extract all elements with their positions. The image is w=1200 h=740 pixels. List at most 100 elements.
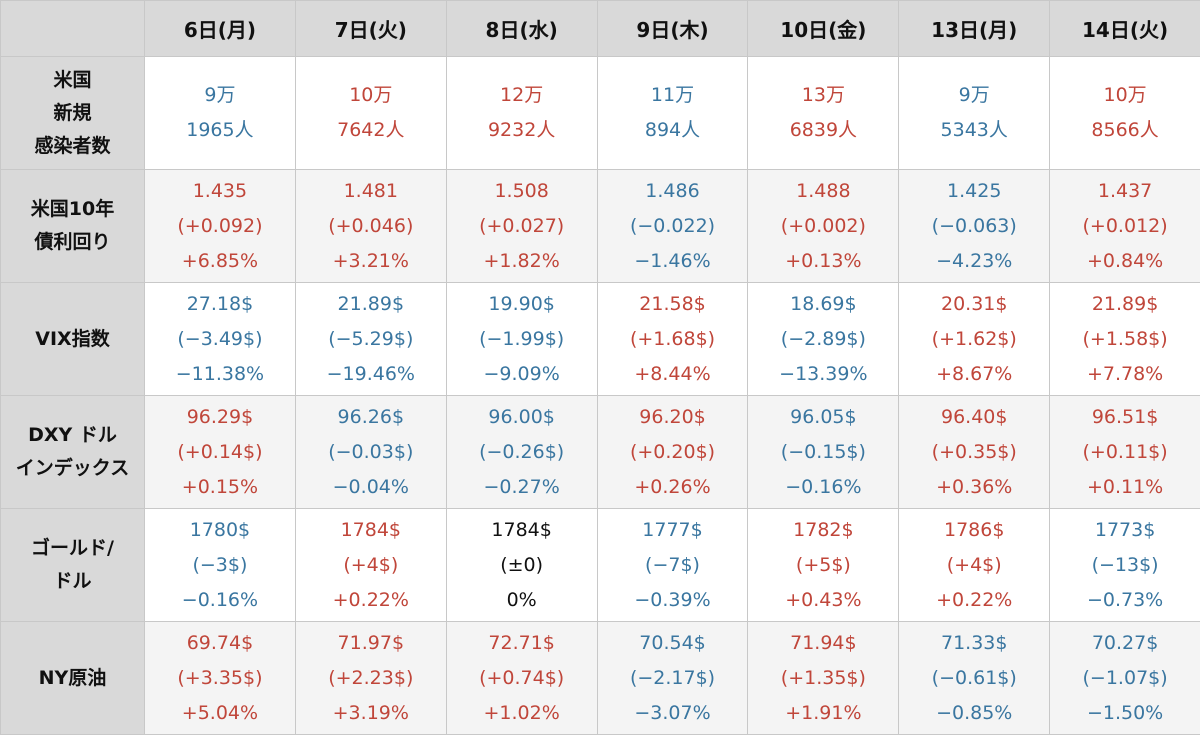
cell-value-line: 96.05$: [790, 405, 857, 428]
cell-value-line: 7642人: [337, 119, 405, 141]
corner-cell: [0, 0, 145, 57]
cell-value-line: 70.54$: [639, 631, 706, 654]
column-header: 14日(火): [1049, 0, 1200, 57]
cell-value-line: 9万: [204, 84, 236, 106]
cell-value-line: +8.67%: [936, 362, 1013, 385]
cell-value-line: +0.36%: [936, 475, 1013, 498]
cell-value-line: (−3$): [192, 553, 248, 576]
data-cell: 69.74$ (+3.35$) +5.04%: [144, 621, 296, 735]
cell-value-line: 19.90$: [488, 292, 555, 315]
data-cell: 9万 1965人: [144, 56, 296, 170]
cell-value-line: 1.508: [494, 179, 549, 202]
cell-value-line: (+0.046): [328, 214, 414, 237]
cell-value-line: 20.31$: [940, 292, 1008, 315]
cell-value-line: 8566人: [1091, 119, 1159, 141]
cell-value-line: 1.486: [645, 179, 700, 202]
column-header: 6日(月): [144, 0, 296, 57]
cell-value-line: +0.15%: [181, 475, 259, 498]
cell-value-line: (±0): [500, 553, 544, 576]
cell-value-line: 13万: [801, 84, 845, 106]
data-cell: 1777$ (−7$) −0.39%: [596, 508, 749, 622]
data-cell: 96.26$ (−0.03$) −0.04%: [294, 395, 447, 509]
row-label: 米国10年 債利回り: [0, 169, 145, 283]
cell-value-line: 1.435: [192, 179, 248, 202]
cell-value-line: (−0.022): [629, 214, 716, 237]
cell-value-line: +7.78%: [1086, 362, 1164, 385]
cell-value-line: (+0.027): [479, 214, 565, 237]
data-cell: 10万 8566人: [1049, 56, 1200, 170]
data-cell: 70.27$ (−1.07$) −1.50%: [1049, 621, 1200, 735]
table-row: 米国10年 債利回り 1.435 (+0.092) +6.85% 1.481 (+0.04…: [0, 169, 1200, 283]
cell-value-line: (−5.29$): [328, 327, 414, 350]
cell-value-line: 27.18$: [186, 292, 254, 315]
data-cell: 96.20$ (+0.20$) +0.26%: [596, 395, 749, 509]
column-header: 9日(木): [596, 0, 749, 57]
data-cell: 11万 894人: [596, 56, 749, 170]
cell-value-line: (+0.14$): [177, 440, 263, 463]
cell-value-line: 1777$: [642, 518, 703, 541]
cell-value-line: (+3.35$): [177, 666, 263, 689]
data-cell: 71.33$ (−0.61$) −0.85%: [898, 621, 1051, 735]
cell-value-line: (−1.07$): [1082, 666, 1168, 689]
cell-value-line: +0.43%: [785, 588, 862, 611]
cell-value-line: 1782$: [793, 518, 854, 541]
cell-value-line: (−13$): [1091, 553, 1159, 576]
cell-value-line: (−0.15$): [780, 440, 866, 463]
cell-value-line: 96.20$: [639, 405, 706, 428]
cell-value-line: (−0.26$): [479, 440, 565, 463]
data-cell: 10万 7642人: [294, 56, 447, 170]
cell-value-line: 1784$: [340, 518, 402, 541]
data-cell: 96.29$ (+0.14$) +0.15%: [144, 395, 296, 509]
cell-value-line: (+1.58$): [1082, 327, 1168, 350]
row-label: VIX指数: [0, 282, 145, 396]
row-label: ゴールド/ ドル: [0, 508, 145, 622]
cell-value-line: 71.33$: [940, 631, 1008, 654]
data-cell: 12万 9232人: [445, 56, 598, 170]
cell-value-line: (+1.62$): [931, 327, 1017, 350]
cell-value-line: 9232人: [487, 119, 556, 141]
cell-value-line: 1780$: [189, 518, 251, 541]
cell-value-line: −13.39%: [779, 362, 868, 385]
cell-value-line: +0.13%: [785, 249, 862, 272]
data-cell: 27.18$ (−3.49$) −11.38%: [144, 282, 296, 396]
data-cell: 71.94$ (+1.35$) +1.91%: [747, 621, 900, 735]
cell-value-line: (+5$): [795, 553, 851, 576]
cell-value-line: +0.84%: [1086, 249, 1164, 272]
cell-value-line: 1965人: [186, 119, 254, 141]
cell-value-line: 71.97$: [337, 631, 405, 654]
cell-value-line: −0.16%: [181, 588, 259, 611]
cell-value-line: 1.481: [343, 179, 398, 202]
cell-value-line: (+0.74$): [479, 666, 565, 689]
cell-value-line: (+0.20$): [629, 440, 716, 463]
data-cell: 21.89$ (+1.58$) +7.78%: [1049, 282, 1200, 396]
table-row: VIX指数 27.18$ (−3.49$) −11.38% 21.89$ (−5.29$)…: [0, 282, 1200, 396]
cell-value-line: +0.22%: [332, 588, 409, 611]
data-cell: 20.31$ (+1.62$) +8.67%: [898, 282, 1051, 396]
cell-value-line: +0.11%: [1086, 475, 1164, 498]
cell-value-line: 10万: [349, 84, 393, 106]
cell-value-line: (+2.23$): [328, 666, 414, 689]
cell-value-line: −0.85%: [936, 701, 1013, 724]
cell-value-line: −1.46%: [634, 249, 711, 272]
cell-value-line: −0.04%: [332, 475, 409, 498]
column-header: 7日(火): [294, 0, 447, 57]
cell-value-line: −0.16%: [785, 475, 862, 498]
cell-value-line: +1.82%: [483, 249, 560, 272]
cell-value-line: 72.71$: [488, 631, 555, 654]
cell-value-line: +3.21%: [332, 249, 409, 272]
cell-value-line: 11万: [650, 84, 695, 106]
data-cell: 71.97$ (+2.23$) +3.19%: [294, 621, 447, 735]
cell-value-line: +3.19%: [332, 701, 409, 724]
cell-value-line: 96.00$: [488, 405, 555, 428]
data-cell: 96.40$ (+0.35$) +0.36%: [898, 395, 1051, 509]
cell-value-line: −0.27%: [483, 475, 560, 498]
data-cell: 18.69$ (−2.89$) −13.39%: [747, 282, 900, 396]
cell-value-line: 1773$: [1094, 518, 1156, 541]
column-header: 10日(金): [747, 0, 900, 57]
cell-value-line: −3.07%: [634, 701, 711, 724]
data-cell: 13万 6839人: [747, 56, 900, 170]
cell-value-line: 9万: [958, 84, 990, 106]
cell-value-line: +0.22%: [936, 588, 1013, 611]
cell-value-line: −1.50%: [1086, 701, 1164, 724]
row-label: 米国 新規 感染者数: [0, 56, 145, 170]
